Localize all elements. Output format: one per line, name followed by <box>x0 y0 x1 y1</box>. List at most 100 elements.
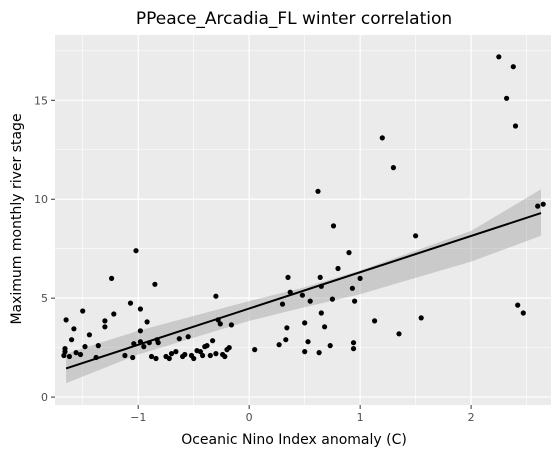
data-point <box>390 165 396 171</box>
data-point <box>130 354 136 361</box>
data-point <box>148 353 155 360</box>
data-point <box>349 285 355 291</box>
data-point <box>144 319 150 325</box>
data-point <box>131 341 137 347</box>
data-point <box>322 324 328 330</box>
data-point <box>204 343 210 349</box>
regression-line <box>65 212 542 370</box>
x-tick-label: 2 <box>468 411 475 424</box>
data-point <box>285 274 291 280</box>
y-axis-title: Maximum monthly river stage <box>9 113 25 324</box>
data-point <box>185 334 191 340</box>
data-point <box>71 326 77 332</box>
data-point <box>515 302 521 308</box>
data-point <box>335 265 341 272</box>
data-point <box>283 337 289 343</box>
data-point <box>305 339 311 345</box>
data-point <box>122 352 128 359</box>
data-point <box>217 321 223 327</box>
data-point <box>137 306 143 312</box>
data-point <box>102 324 108 330</box>
data-point <box>66 353 72 360</box>
y-tick-label: 15 <box>34 94 48 107</box>
data-point <box>168 351 175 357</box>
data-point <box>346 250 352 256</box>
data-point <box>504 95 510 101</box>
data-point <box>111 311 117 317</box>
data-point <box>379 135 385 141</box>
data-point <box>510 64 516 70</box>
data-point <box>73 350 79 356</box>
data-point <box>62 349 68 355</box>
data-point <box>535 203 541 209</box>
data-point <box>86 332 92 338</box>
data-point <box>77 351 84 358</box>
data-point <box>182 351 188 358</box>
data-point <box>137 328 143 334</box>
data-point <box>317 274 323 280</box>
data-point <box>329 296 335 302</box>
data-point <box>93 354 99 361</box>
major-gridlines <box>55 35 551 405</box>
data-point <box>213 351 219 357</box>
data-point <box>61 352 67 359</box>
data-point <box>357 275 363 281</box>
y-tick-label: 10 <box>34 193 48 206</box>
data-point <box>540 201 546 207</box>
data-point <box>252 347 258 353</box>
data-point <box>396 331 402 337</box>
data-point <box>350 340 357 346</box>
data-point <box>315 188 321 194</box>
x-tick-label: 0 <box>246 411 253 424</box>
data-point <box>318 283 324 289</box>
data-point <box>276 342 282 348</box>
y-axis-ticks: 0 5 10 15 <box>34 94 55 404</box>
x-axis-ticks: −1 0 1 2 <box>130 405 475 424</box>
data-point <box>228 322 234 328</box>
data-point <box>327 343 333 349</box>
y-tick-label: 0 <box>41 391 48 404</box>
data-point <box>330 223 337 229</box>
data-point <box>210 338 216 344</box>
data-point <box>176 336 182 342</box>
data-point <box>207 352 213 359</box>
data-point <box>69 337 75 343</box>
data-point <box>191 355 197 362</box>
data-points <box>61 54 546 362</box>
data-point <box>496 54 502 60</box>
data-point <box>63 317 69 323</box>
data-point <box>279 301 286 307</box>
data-point <box>352 298 358 304</box>
data-point <box>318 310 324 316</box>
data-point <box>226 345 232 351</box>
data-point <box>146 340 152 346</box>
data-point <box>197 349 203 355</box>
data-point <box>299 292 305 298</box>
data-point <box>316 350 322 356</box>
data-point <box>152 281 158 287</box>
data-point <box>95 343 101 349</box>
data-point <box>133 248 139 254</box>
data-point <box>520 310 526 316</box>
data-point <box>287 289 293 295</box>
data-point <box>302 349 308 355</box>
data-point <box>307 298 313 304</box>
data-point <box>213 293 219 299</box>
x-tick-label: 1 <box>357 411 364 424</box>
data-point <box>413 233 419 239</box>
data-point <box>127 300 134 306</box>
data-point <box>141 344 147 350</box>
data-point <box>166 355 172 362</box>
data-point <box>512 123 519 129</box>
y-tick-label: 5 <box>41 292 48 305</box>
data-point <box>102 318 108 324</box>
data-point <box>215 317 221 323</box>
data-point <box>137 339 143 345</box>
data-point <box>155 340 161 346</box>
data-point <box>222 353 228 360</box>
data-point <box>200 352 206 359</box>
confidence-band <box>66 189 541 384</box>
data-point <box>173 349 179 355</box>
data-point <box>284 325 290 331</box>
